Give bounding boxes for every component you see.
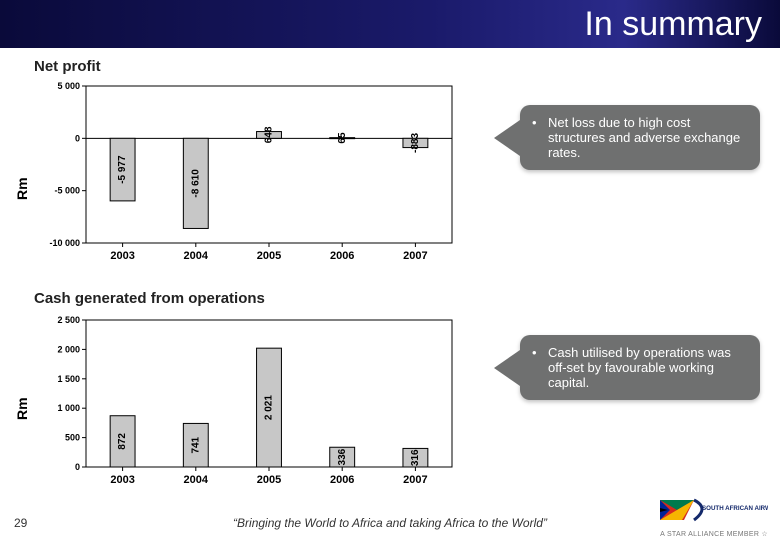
svg-text:316: 316 — [410, 449, 421, 466]
svg-text:-5 000: -5 000 — [54, 186, 80, 196]
svg-text:2004: 2004 — [184, 474, 209, 486]
svg-text:0: 0 — [75, 462, 80, 472]
net-profit-callout-text: Net loss due to high cost structures and… — [548, 115, 740, 160]
saa-logo: SOUTH AFRICAN AIRWAYS — [658, 498, 768, 534]
svg-text:65: 65 — [337, 132, 348, 144]
cash-ops-callout: • Cash utilised by operations was off-se… — [520, 335, 760, 400]
star-alliance-text: A STAR ALLIANCE MEMBER ☆ — [660, 530, 768, 538]
bullet-icon: • — [532, 345, 537, 360]
svg-text:2007: 2007 — [403, 474, 427, 486]
svg-text:1 000: 1 000 — [57, 403, 80, 413]
svg-text:2 500: 2 500 — [57, 315, 80, 325]
svg-text:2004: 2004 — [184, 250, 209, 262]
net-profit-chart: -10 000 -5 000 0 5 000 -5 977 2003 -8 610 2004 6… — [38, 80, 458, 265]
svg-text:2 000: 2 000 — [57, 344, 80, 354]
svg-text:2005: 2005 — [257, 250, 281, 262]
net-profit-ylabel: Rm — [14, 177, 30, 200]
svg-text:-8 610: -8 610 — [190, 169, 201, 198]
svg-text:648: 648 — [264, 126, 275, 143]
svg-text:741: 741 — [190, 436, 201, 453]
svg-text:2006: 2006 — [330, 474, 354, 486]
net-profit-callout: • Net loss due to high cost structures a… — [520, 105, 760, 170]
cash-ops-chart: 0 500 1 000 1 500 2 000 2 500 872 2003 741 2004 2 … — [38, 314, 458, 489]
cash-ops-callout-text: Cash utilised by operations was off-set … — [548, 345, 731, 390]
logo-text: SOUTH AFRICAN AIRWAYS — [702, 505, 768, 512]
svg-text:2007: 2007 — [403, 250, 427, 262]
bullet-icon: • — [532, 115, 537, 130]
title-bar: In summary — [0, 0, 780, 48]
svg-text:2003: 2003 — [110, 474, 134, 486]
slide-title: In summary — [584, 5, 762, 44]
svg-text:336: 336 — [337, 448, 348, 465]
svg-text:500: 500 — [65, 433, 80, 443]
svg-text:-5 977: -5 977 — [117, 155, 128, 184]
svg-text:1 500: 1 500 — [57, 374, 80, 384]
cash-ops-ylabel: Rm — [14, 397, 30, 420]
svg-text:2005: 2005 — [257, 474, 281, 486]
svg-text:2003: 2003 — [110, 250, 134, 262]
svg-text:5 000: 5 000 — [57, 81, 80, 91]
svg-text:2006: 2006 — [330, 250, 354, 262]
svg-text:2 021: 2 021 — [264, 395, 275, 420]
svg-text:-883: -883 — [410, 133, 421, 153]
svg-text:-10 000: -10 000 — [49, 238, 80, 248]
svg-text:872: 872 — [117, 433, 128, 450]
cash-ops-title: Cash generated from operations — [34, 290, 265, 307]
net-profit-title: Net profit — [34, 58, 101, 75]
svg-text:0: 0 — [75, 133, 80, 143]
